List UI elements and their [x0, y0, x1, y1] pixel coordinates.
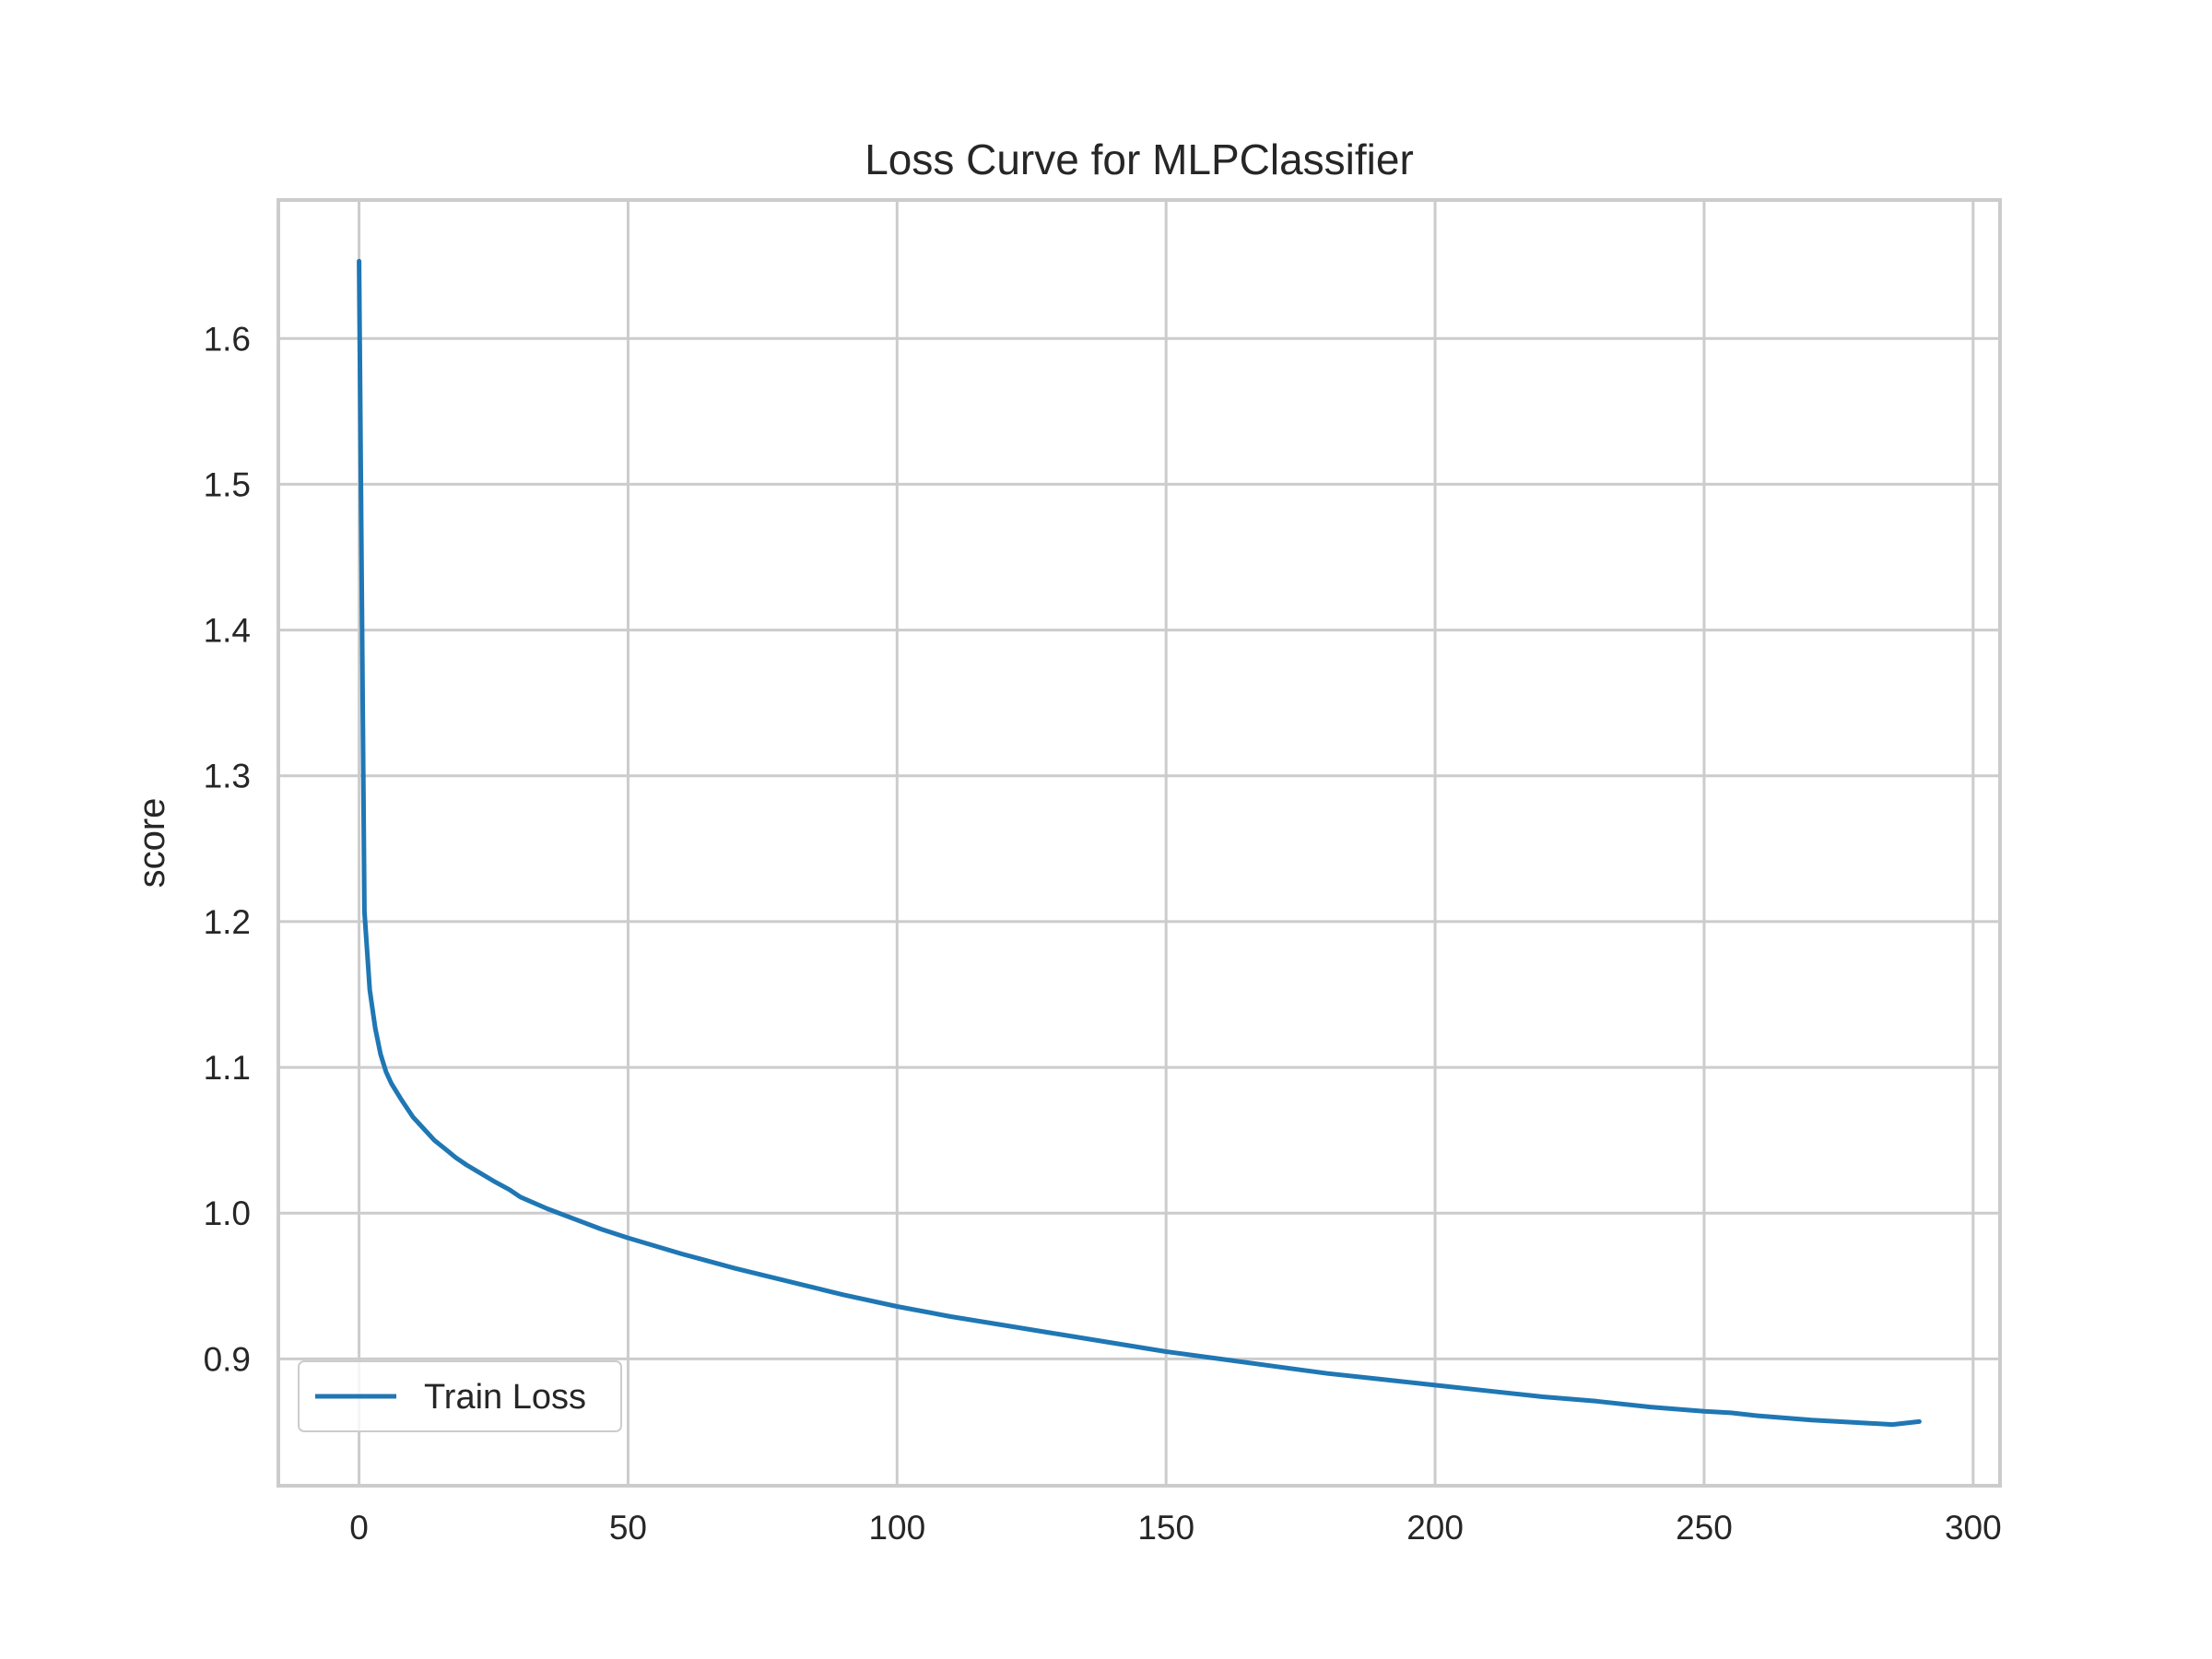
y-tick-label: 1.4	[204, 612, 251, 650]
y-tick-label: 1.0	[204, 1194, 251, 1232]
y-tick-label: 1.2	[204, 903, 251, 941]
legend-box	[298, 1360, 622, 1432]
series-line-train-loss	[357, 258, 1922, 1428]
y-axis-label: score	[132, 798, 172, 888]
x-tick-label: 150	[1137, 1509, 1194, 1547]
y-tick-label: 0.9	[204, 1340, 251, 1378]
x-tick-label: 250	[1676, 1509, 1733, 1547]
plot-frame	[276, 198, 2002, 1488]
tick-labels: 0 50 100 150 200 250 300 0.9 1.0 1.1 1.2 1.3 1.4 1.5 1…	[204, 320, 2002, 1547]
x-tick-label: 100	[868, 1509, 925, 1547]
legend-label-train-loss: Train Loss	[424, 1378, 586, 1417]
y-tick-label: 1.3	[204, 758, 251, 795]
x-tick-label: 300	[1945, 1509, 2002, 1547]
x-tick-label: 200	[1406, 1509, 1464, 1547]
y-tick-label: 1.5	[204, 465, 251, 503]
chart-title: Loss Curve for MLPClassifier	[865, 135, 1414, 183]
y-tick-label: 1.1	[204, 1049, 251, 1087]
y-tick-label: 1.6	[204, 320, 251, 358]
x-tick-label: 50	[609, 1509, 647, 1547]
legend: Train Loss	[298, 1360, 622, 1432]
x-tick-label: 0	[349, 1509, 369, 1547]
series-layer	[357, 258, 1922, 1428]
